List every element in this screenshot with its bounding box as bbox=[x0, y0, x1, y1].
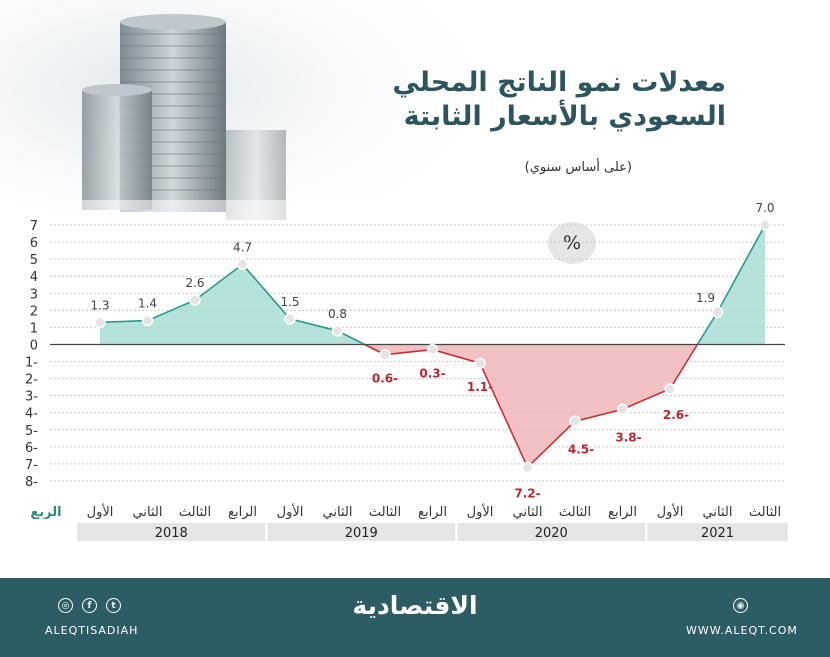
value-label-9: 7.2- bbox=[514, 486, 540, 500]
y-tick-label-5: 2 bbox=[30, 304, 38, 319]
quarter-axis-label: الربع bbox=[30, 505, 61, 520]
quarter-label-0: الأول bbox=[87, 503, 114, 520]
globe-icon: ◉ bbox=[733, 598, 748, 613]
y-tick-label-8: 1- bbox=[25, 356, 38, 371]
data-point-5 bbox=[331, 325, 344, 337]
quarter-label-12: الأول bbox=[657, 503, 684, 520]
y-tick-label-1: 6 bbox=[30, 236, 38, 251]
y-tick-label-7: 0 bbox=[30, 338, 38, 353]
value-label-1: 1.4 bbox=[138, 297, 157, 311]
quarter-label-8: الأول bbox=[467, 503, 494, 520]
social-handle[interactable]: ALEQTISADIAH bbox=[45, 624, 139, 637]
value-label-13: 1.9 bbox=[696, 291, 715, 305]
footer-bar: ◎ f t ALEQTISADIAH الاقتصادية ◉ WWW.ALEQ… bbox=[0, 578, 830, 657]
y-tick-label-3: 4 bbox=[30, 270, 38, 285]
quarter-label-4: الأول bbox=[277, 503, 304, 520]
value-label-4: 1.5 bbox=[280, 295, 299, 309]
year-label-0: 2018 bbox=[155, 526, 188, 541]
data-point-9 bbox=[521, 461, 534, 474]
y-tick-label-6: 1 bbox=[30, 321, 38, 336]
value-label-8: 1.1- bbox=[467, 380, 493, 394]
value-label-3: 4.7 bbox=[233, 240, 252, 254]
value-label-0: 1.3 bbox=[90, 298, 109, 312]
value-label-6: 0.6- bbox=[372, 372, 398, 386]
quarter-label-2: الثالث bbox=[179, 505, 211, 520]
data-point-0 bbox=[94, 316, 106, 329]
year-label-2: 2020 bbox=[535, 526, 568, 541]
data-point-4 bbox=[284, 313, 296, 325]
website-link[interactable]: WWW.ALEQT.COM bbox=[686, 624, 798, 637]
chart-title: معدلات نمو الناتج المحلي السعودي بالأسعا… bbox=[392, 66, 726, 134]
quarter-label-6: الثالث bbox=[369, 505, 401, 520]
y-tick-label-2: 5 bbox=[30, 253, 38, 268]
y-tick-label-11: 4- bbox=[25, 407, 38, 422]
value-label-14: 7.0 bbox=[755, 201, 774, 215]
data-point-7 bbox=[426, 343, 439, 356]
y-tick-label-13: 6- bbox=[25, 441, 38, 456]
area-negative-1 bbox=[364, 344, 698, 468]
quarter-label-7: الرابع bbox=[418, 505, 447, 520]
quarter-label-1: الثاني bbox=[133, 505, 163, 520]
quarter-label-13: الثاني bbox=[703, 505, 733, 520]
value-label-11: 3.8- bbox=[615, 430, 641, 444]
chart-title-line-2: السعودي بالأسعار الثابتة bbox=[403, 101, 726, 132]
quarter-label-10: الثالث bbox=[559, 505, 591, 520]
data-point-12 bbox=[664, 383, 676, 395]
instagram-icon[interactable]: ◎ bbox=[58, 598, 73, 613]
data-point-2 bbox=[189, 294, 201, 306]
y-tick-label-9: 2- bbox=[25, 373, 38, 388]
data-point-1 bbox=[141, 314, 154, 327]
gdp-growth-chart: 7 6 5 4 3 2 1 0 1- 2- 3- 4- 5- 6- 7- 8- 1.3 1.4 2.6 4.7 1.5 0… bbox=[25, 201, 788, 541]
data-point-14 bbox=[759, 219, 771, 231]
brand-logo: الاقتصادية bbox=[352, 591, 478, 620]
coin-stack-image bbox=[0, 0, 830, 260]
chart-subtitle: (على أساس سنوي) bbox=[524, 160, 632, 175]
quarter-label-5: الثاني bbox=[323, 505, 353, 520]
quarter-label-3: الرابع bbox=[228, 505, 257, 520]
data-point-11 bbox=[616, 403, 629, 416]
data-point-13 bbox=[711, 306, 724, 318]
year-label-1: 2019 bbox=[345, 526, 378, 541]
y-tick-label-12: 5- bbox=[25, 424, 38, 439]
year-band-0 bbox=[77, 523, 266, 541]
unit-badge: % bbox=[548, 222, 596, 264]
area-positive-2 bbox=[697, 225, 765, 345]
data-point-6 bbox=[379, 348, 391, 361]
year-band-1 bbox=[267, 523, 456, 541]
y-tick-label-4: 3 bbox=[30, 287, 38, 302]
facebook-icon[interactable]: f bbox=[82, 598, 97, 613]
year-band-2 bbox=[457, 523, 646, 541]
data-point-8 bbox=[474, 357, 486, 369]
quarter-label-9: الثاني bbox=[513, 505, 543, 520]
data-point-10 bbox=[569, 415, 581, 428]
y-tick-label-14: 7- bbox=[25, 458, 38, 473]
twitter-icon[interactable]: t bbox=[106, 598, 121, 613]
value-label-7: 0.3- bbox=[419, 367, 445, 381]
data-point-3 bbox=[236, 258, 249, 271]
y-tick-label-0: 7 bbox=[30, 219, 38, 234]
year-label-3: 2021 bbox=[701, 526, 734, 541]
value-label-5: 0.8 bbox=[328, 307, 347, 321]
quarter-label-11: الرابع bbox=[608, 505, 637, 520]
y-tick-label-10: 3- bbox=[25, 390, 38, 405]
value-label-10: 4.5- bbox=[568, 442, 594, 456]
year-band-3 bbox=[647, 523, 788, 541]
value-label-12: 2.6- bbox=[663, 408, 689, 422]
area-positive-0 bbox=[100, 264, 365, 345]
quarter-label-14: الثالث bbox=[749, 505, 781, 520]
chart-title-line-1: معدلات نمو الناتج المحلي bbox=[392, 67, 726, 98]
y-tick-label-15: 8- bbox=[25, 475, 38, 490]
value-label-2: 2.6 bbox=[185, 276, 204, 290]
